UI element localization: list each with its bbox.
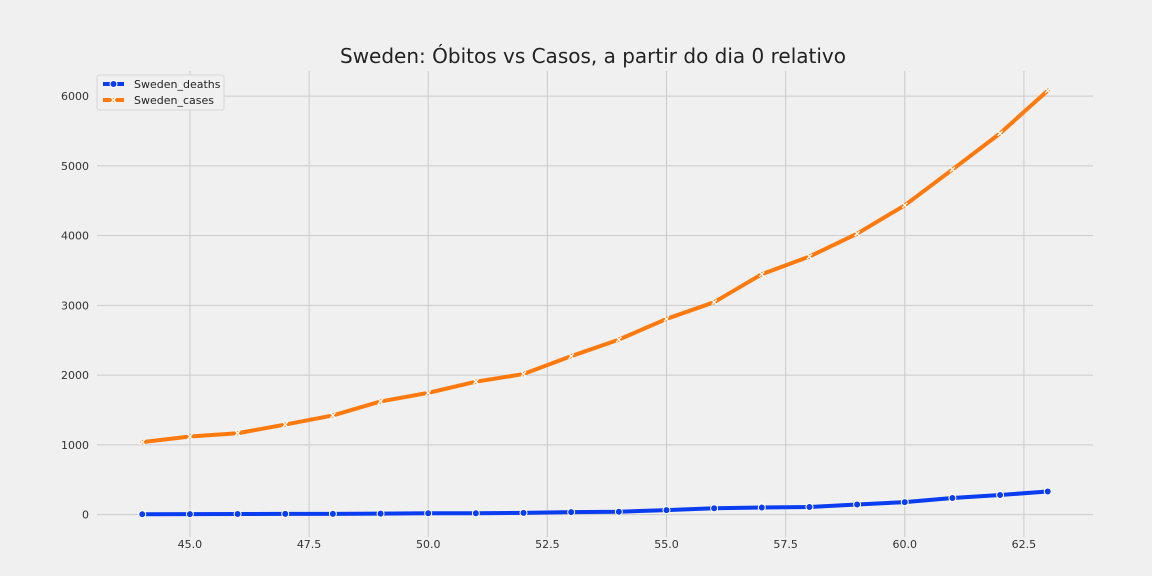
data-point [615,336,622,343]
data-point [424,509,433,518]
x-tick-label: 57.5 [773,538,798,551]
x-tick-label: 47.5 [297,538,322,551]
x-tick-label: 62.5 [1012,538,1037,551]
x-tick-label: 55.0 [654,538,679,551]
data-point [948,494,957,503]
legend-box [96,74,225,111]
legend-label: Sweden_deaths [134,78,221,91]
series-sweden-cases [139,87,1051,446]
data-point [234,430,241,437]
data-point [757,503,766,512]
x-tick-label: 52.5 [535,538,560,551]
data-point [711,299,718,306]
data-point [471,509,480,518]
legend-label: Sweden_cases [134,94,214,107]
data-point [376,509,385,518]
data-point [186,433,193,440]
legend-entry: Sweden_cases [103,94,214,107]
data-point [614,507,623,516]
legend: Sweden_deaths Sweden_cases [96,74,225,111]
y-tick-label: 3000 [61,299,89,312]
data-point [663,315,670,322]
data-point [758,271,765,278]
chart-title: Sweden: Óbitos vs Casos, a partir do dia… [340,44,846,68]
series-sweden-deaths [138,487,1052,519]
data-point [662,506,671,515]
data-point [520,371,527,377]
x-tick-label: 50.0 [416,538,441,551]
data-point [567,508,576,517]
data-point [282,421,289,428]
axis-ticks: 45.0 47.5 50.0 52.5 55.0 57.5 60.0 62.5 0 1000 200… [61,90,1036,551]
data-point [185,510,194,519]
data-point [138,510,147,519]
data-point [806,253,813,260]
data-point [329,412,336,419]
y-tick-label: 4000 [61,230,89,243]
y-tick-label: 5000 [61,160,89,173]
legend-entry: Sweden_deaths [103,78,221,91]
y-tick-label: 0 [82,509,89,522]
data-point [519,508,528,517]
data-point [710,504,719,513]
data-point [1043,487,1052,496]
y-tick-label: 1000 [61,439,89,452]
data-point [139,439,146,446]
data-point [377,398,384,405]
data-point [805,503,814,512]
data-point [233,509,242,518]
legend-marker [110,97,117,103]
y-tick-label: 2000 [61,369,89,382]
data-point [425,389,432,396]
series-line-sweden-deaths [140,489,1050,517]
x-tick-label: 60.0 [893,538,918,551]
data-point [900,498,909,507]
data-point [328,509,337,518]
x-tick-label: 45.0 [178,538,203,551]
series-line-sweden-cases [140,88,1050,445]
series-lines [138,87,1052,519]
legend-marker [109,80,118,88]
data-point [901,202,908,209]
y-tick-label: 6000 [61,90,89,103]
data-point [996,491,1005,500]
data-point [854,230,861,237]
data-point [853,500,862,509]
data-point [997,130,1004,137]
data-point [568,353,575,360]
data-point [949,166,956,173]
data-point [281,509,290,518]
data-point [1044,87,1051,94]
data-point [472,378,479,385]
